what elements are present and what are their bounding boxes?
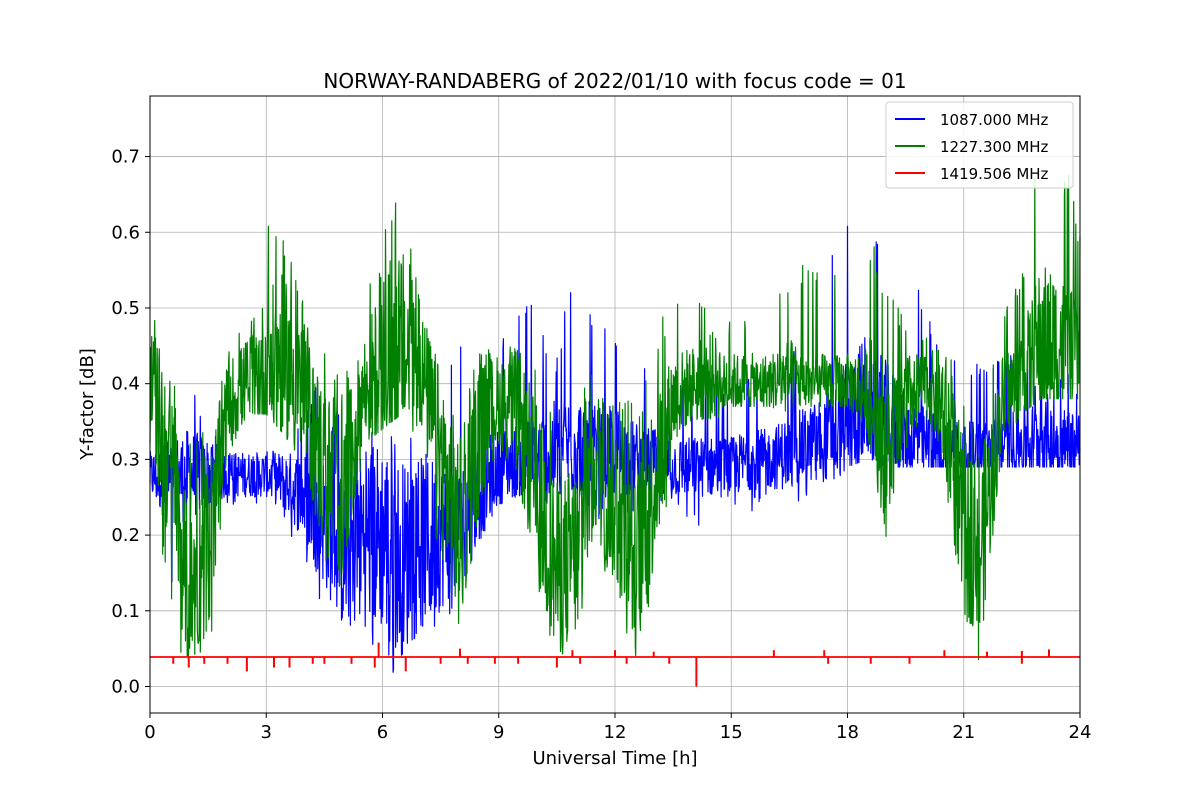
- y-tick-label-5: 0.5: [111, 298, 140, 319]
- x-tick-label-0: 0: [144, 722, 155, 743]
- chart-title: NORWAY-RANDABERG of 2022/01/10 with focu…: [323, 69, 906, 93]
- y-tick-label-3: 0.3: [111, 449, 140, 470]
- y-tick-label-2: 0.2: [111, 525, 140, 546]
- axis-ticks: 0 3 6 9 12 15 18 21 24 0.0 0.1 0.2 0.3 0.4 0.5 0.6 0.7: [111, 147, 1091, 743]
- y-tick-label-0: 0.0: [111, 677, 140, 698]
- x-tick-label-8: 24: [1069, 722, 1092, 743]
- legend-box: [885, 101, 1074, 189]
- series-line-1: [149, 174, 1081, 661]
- x-tick-label-2: 6: [377, 722, 388, 743]
- x-tick-label-1: 3: [261, 722, 272, 743]
- y-tick-label-7: 0.7: [111, 147, 140, 168]
- legend-label-2: 1419.506 MHz: [940, 165, 1049, 183]
- x-tick-label-3: 9: [493, 722, 504, 743]
- legend: 1087.000 MHz 1227.300 MHz 1419.506 MHz: [885, 101, 1074, 189]
- x-axis-label: Universal Time [h]: [532, 748, 697, 769]
- x-tick-label-4: 12: [604, 722, 627, 743]
- plot-series: [149, 174, 1081, 687]
- legend-label-0: 1087.000 MHz: [940, 111, 1049, 129]
- x-tick-label-6: 18: [836, 722, 859, 743]
- y-tick-label-1: 0.1: [111, 601, 140, 622]
- x-tick-label-5: 15: [720, 722, 743, 743]
- legend-label-1: 1227.300 MHz: [940, 138, 1049, 156]
- y-tick-label-6: 0.6: [111, 222, 140, 243]
- y-tick-label-4: 0.4: [111, 374, 140, 395]
- y-axis-label: Y-factor [dB]: [77, 348, 98, 461]
- x-tick-label-7: 21: [952, 722, 975, 743]
